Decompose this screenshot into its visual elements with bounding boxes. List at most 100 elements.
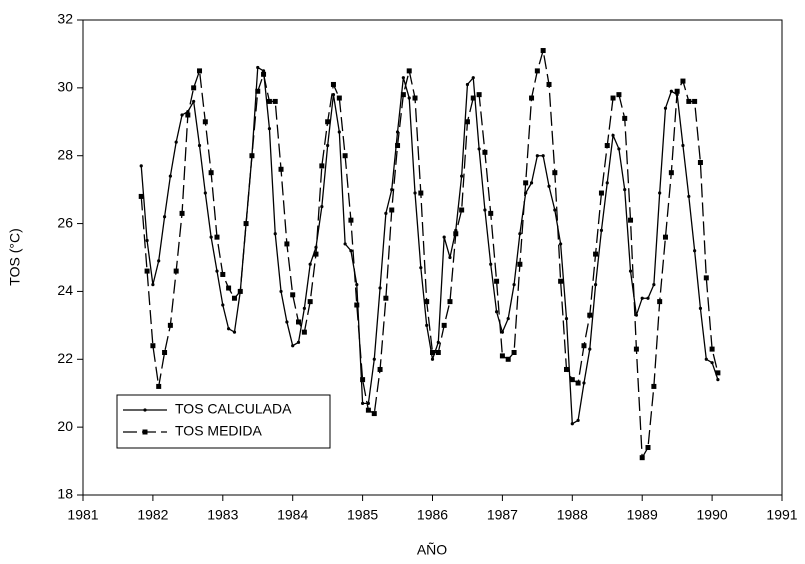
marker bbox=[215, 269, 219, 273]
marker bbox=[587, 312, 593, 318]
marker bbox=[261, 71, 267, 77]
marker bbox=[494, 310, 499, 314]
marker bbox=[151, 283, 155, 287]
marker bbox=[139, 164, 143, 168]
marker bbox=[413, 191, 417, 195]
marker bbox=[633, 346, 639, 352]
x-axis-label: AÑO bbox=[417, 542, 447, 558]
marker bbox=[372, 357, 376, 361]
marker bbox=[441, 322, 447, 328]
y-tick-label: 30 bbox=[57, 79, 73, 95]
marker bbox=[489, 262, 493, 266]
marker bbox=[249, 153, 255, 159]
marker bbox=[453, 231, 459, 237]
marker bbox=[593, 283, 598, 287]
x-tick-label: 1982 bbox=[137, 507, 168, 523]
marker bbox=[162, 350, 168, 355]
marker bbox=[704, 357, 708, 361]
marker bbox=[424, 299, 430, 305]
legend-label: TOS CALCULADA bbox=[175, 401, 292, 417]
marker bbox=[395, 143, 401, 149]
marker bbox=[710, 361, 714, 365]
marker bbox=[168, 174, 172, 178]
marker bbox=[371, 411, 377, 417]
marker bbox=[698, 306, 703, 310]
marker bbox=[285, 320, 289, 324]
marker bbox=[599, 228, 604, 232]
marker bbox=[325, 119, 331, 125]
marker bbox=[157, 259, 161, 263]
marker bbox=[419, 266, 423, 270]
marker bbox=[243, 221, 249, 227]
marker bbox=[255, 88, 261, 94]
x-tick-label: 1985 bbox=[347, 507, 378, 523]
marker bbox=[686, 98, 692, 104]
marker bbox=[529, 95, 535, 101]
marker bbox=[582, 381, 586, 385]
marker bbox=[227, 327, 231, 331]
marker bbox=[156, 383, 162, 389]
marker bbox=[296, 340, 301, 344]
marker bbox=[144, 268, 150, 274]
marker bbox=[639, 455, 645, 461]
marker bbox=[400, 92, 406, 98]
marker bbox=[535, 154, 539, 158]
marker bbox=[407, 96, 411, 100]
marker bbox=[390, 188, 394, 192]
marker bbox=[546, 81, 552, 87]
marker bbox=[541, 154, 545, 158]
marker bbox=[442, 235, 446, 239]
marker bbox=[563, 366, 569, 372]
marker bbox=[267, 126, 272, 131]
marker bbox=[482, 149, 488, 155]
marker bbox=[669, 89, 673, 93]
marker bbox=[173, 268, 179, 274]
marker bbox=[425, 323, 429, 327]
marker bbox=[430, 350, 435, 355]
marker bbox=[605, 181, 609, 185]
marker bbox=[273, 232, 277, 236]
marker bbox=[150, 343, 156, 349]
marker bbox=[296, 319, 302, 325]
marker bbox=[279, 289, 283, 294]
marker bbox=[547, 184, 551, 188]
x-tick-label: 1989 bbox=[627, 507, 658, 523]
marker bbox=[395, 130, 400, 134]
marker bbox=[715, 370, 721, 376]
marker bbox=[179, 210, 185, 216]
marker bbox=[342, 153, 348, 159]
marker bbox=[628, 269, 633, 273]
legend: TOS CALCULADA TOS MEDIDA bbox=[116, 394, 331, 449]
marker bbox=[337, 130, 341, 134]
marker bbox=[505, 356, 511, 362]
x-tick-label: 1983 bbox=[207, 507, 238, 523]
marker bbox=[476, 92, 482, 98]
marker bbox=[355, 283, 359, 287]
marker bbox=[185, 112, 191, 118]
x-tick-label: 1990 bbox=[697, 507, 728, 523]
marker bbox=[220, 271, 226, 277]
marker bbox=[138, 193, 144, 199]
marker bbox=[302, 306, 306, 310]
marker bbox=[167, 322, 173, 328]
marker bbox=[191, 85, 197, 91]
marker bbox=[663, 106, 668, 110]
y-tick-label: 26 bbox=[57, 214, 73, 230]
marker bbox=[464, 119, 470, 125]
marker bbox=[460, 174, 464, 178]
marker bbox=[430, 357, 435, 361]
marker bbox=[517, 261, 523, 267]
marker bbox=[559, 242, 563, 246]
x-tick-label: 1984 bbox=[277, 507, 308, 523]
marker bbox=[652, 283, 656, 287]
marker bbox=[703, 275, 709, 281]
series-line bbox=[140, 66, 719, 425]
marker bbox=[301, 329, 307, 335]
marker bbox=[604, 143, 610, 149]
marker bbox=[465, 82, 470, 87]
marker bbox=[313, 251, 319, 257]
marker bbox=[448, 255, 452, 260]
marker bbox=[646, 296, 650, 300]
y-tick-label: 28 bbox=[57, 146, 73, 162]
